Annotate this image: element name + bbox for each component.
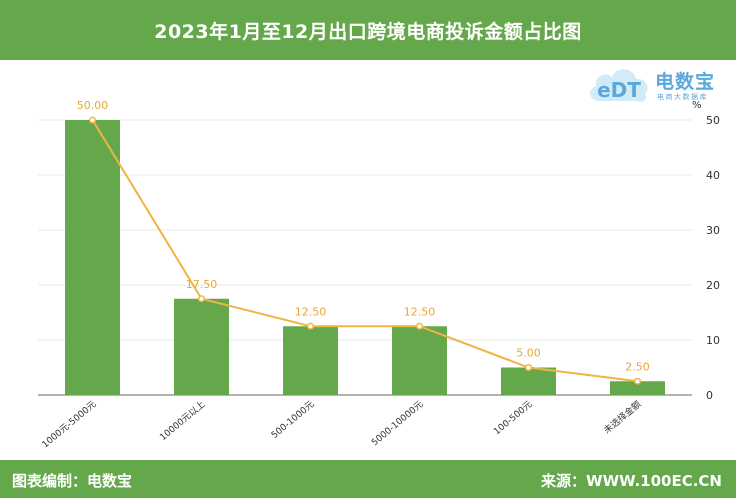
y-tick-label: 10 — [706, 334, 720, 347]
bar — [501, 367, 556, 395]
bar — [610, 381, 665, 395]
logo-subtitle: 电商大数据库 — [657, 93, 708, 101]
bar — [65, 120, 120, 395]
y-unit-label: % — [692, 100, 702, 111]
data-label: 17.50 — [186, 278, 218, 291]
x-tick-label: 10000元以上 — [158, 399, 208, 443]
bar — [392, 326, 447, 395]
y-tick-label: 20 — [706, 279, 720, 292]
line-point — [88, 116, 97, 124]
bar — [283, 326, 338, 395]
footer-source: 来源：WWW.100EC.CN — [541, 472, 722, 490]
x-tick-label: 未选择金额 — [601, 398, 643, 436]
footer-credit: 图表编制：电数宝 — [12, 472, 133, 490]
x-tick-label: 5000-10000元 — [370, 400, 425, 449]
logo: eDT 电数宝 电商大数据库 — [585, 61, 735, 106]
bar — [174, 298, 229, 395]
series-line — [91, 119, 638, 383]
line-point — [633, 377, 642, 385]
chart-title: 2023年1月至12月出口跨境电商投诉金额占比图 — [154, 20, 582, 43]
data-label: 5.00 — [516, 347, 541, 360]
y-tick-label: 0 — [706, 389, 713, 402]
footer-bar: 图表编制：电数宝 来源：WWW.100EC.CN — [0, 460, 736, 498]
line-point — [306, 322, 315, 330]
line-point — [415, 322, 424, 330]
line-point — [524, 363, 533, 372]
data-label: 12.50 — [404, 305, 436, 318]
y-tick-label: 30 — [706, 224, 720, 237]
y-tick-label: 40 — [706, 169, 720, 182]
cloud-logo-icon: eDT — [590, 69, 648, 102]
x-tick-label: 1000元-5000元 — [41, 400, 99, 451]
x-tick-label: 100-500元 — [492, 400, 534, 438]
header-bar: 2023年1月至12月出口跨境电商投诉金额占比图 — [0, 0, 736, 60]
data-label: 12.50 — [295, 305, 327, 318]
x-tick-label: 500-1000元 — [270, 400, 317, 441]
bar-line-chart: 0 10 20 30 40 50% 50.00 17.50 12.50 12.50 5.00 2.50… — [38, 99, 720, 451]
line-point — [197, 295, 206, 303]
logo-cloud-text: eDT — [597, 78, 641, 102]
data-label: 50.00 — [77, 99, 109, 112]
logo-name: 电数宝 — [655, 71, 716, 93]
y-tick-label: 50 — [706, 114, 720, 127]
data-label: 2.50 — [625, 360, 650, 373]
